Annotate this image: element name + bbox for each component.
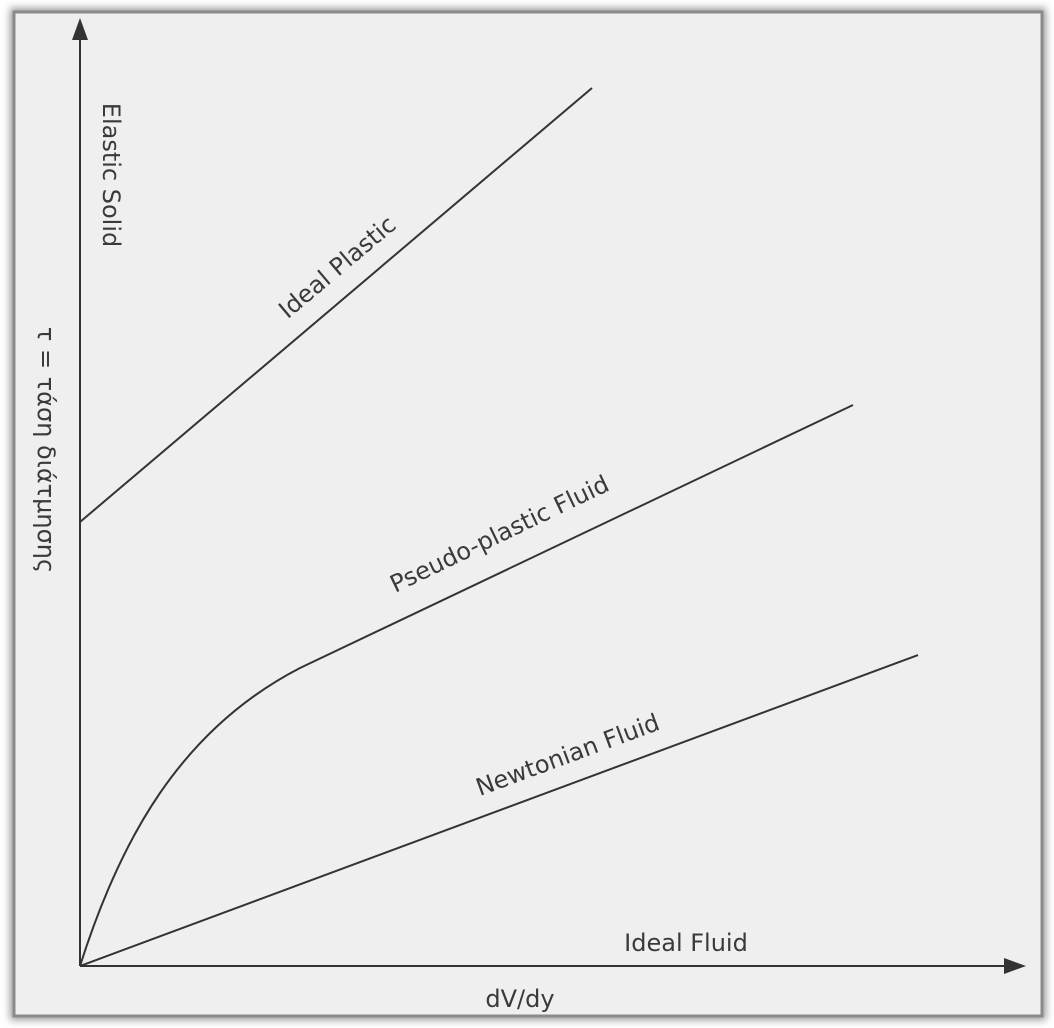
x-axis-label: dV/dy [485,985,554,1013]
x-axis-arrow [1004,958,1026,974]
ideal-plastic-line [79,87,593,523]
pseudo-plastic-curve [79,404,854,967]
elastic-solid-label: Elastic Solid [97,103,125,247]
frame [12,10,1044,1018]
newtonian-line [79,654,919,967]
ideal-fluid-label: Ideal Fluid [624,929,748,957]
y-axis-label: τ = τάση διάτμησης [32,327,60,573]
y-axis-arrow [72,18,88,40]
